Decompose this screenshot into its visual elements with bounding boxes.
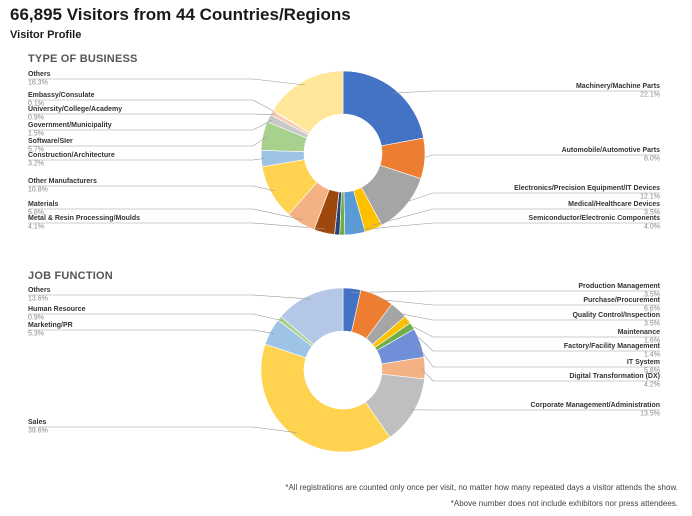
label-embassy-consulate: Embassy/Consulate xyxy=(28,92,95,99)
leader-digital-transformation-dx xyxy=(420,367,660,382)
label-human-resource: Human Resource xyxy=(28,306,86,313)
leader-others xyxy=(28,294,311,300)
label-others: Others xyxy=(28,71,51,78)
page-subtitle: Visitor Profile xyxy=(10,29,82,41)
value-digital-transformation-dx: 4.2% xyxy=(644,382,660,389)
label-factory-facility-management: Factory/Facility Management xyxy=(564,343,661,350)
slice-sales xyxy=(260,343,391,453)
leader-purchase-procurement xyxy=(375,298,660,306)
leader-automobile-automotive-parts xyxy=(420,154,660,159)
leader-metal-resin-processing-moulds xyxy=(28,222,326,230)
value-embassy-consulate: 0.1% xyxy=(28,101,44,108)
value-maintenance: 1.6% xyxy=(644,338,660,345)
value-semiconductor-electronic-components: 4.0% xyxy=(644,224,660,231)
value-production-management: 3.5% xyxy=(644,292,660,299)
value-human-resource: 0.9% xyxy=(28,315,44,322)
leader-university-college-academy xyxy=(28,113,276,116)
leader-others xyxy=(28,78,305,86)
label-it-system: IT System xyxy=(627,359,660,366)
leader-medical-healthcare-devices xyxy=(372,208,660,226)
value-other-manufacturers: 10.8% xyxy=(28,187,48,194)
label-construction-architecture: Construction/Architecture xyxy=(28,152,115,159)
leader-semiconductor-electronic-components xyxy=(354,222,660,231)
page-title: 66,895 Visitors from 44 Countries/Region… xyxy=(10,5,351,24)
slice-machinery-machine-parts xyxy=(342,70,424,147)
value-government-municipality: 1.5% xyxy=(28,131,44,138)
value-marketing-pr: 5.3% xyxy=(28,331,44,338)
label-university-college-academy: University/College/Academy xyxy=(28,106,122,113)
value-factory-facility-management: 1.4% xyxy=(644,352,660,359)
leader-electronics-precision-equipment-it-devices xyxy=(402,192,660,204)
leader-maintenance xyxy=(404,321,660,338)
label-digital-transformation-dx: Digital Transformation (DX) xyxy=(569,373,660,380)
value-quality-control-inspection: 3.5% xyxy=(644,321,660,328)
label-semiconductor-electronic-components: Semiconductor/Electronic Components xyxy=(529,215,661,222)
label-automobile-automotive-parts: Automobile/Automotive Parts xyxy=(562,147,661,154)
leader-marketing-pr xyxy=(28,329,275,334)
leader-other-manufacturers xyxy=(28,185,275,192)
slice-others xyxy=(280,287,344,345)
footnote-registrations: *All registrations are counted only once… xyxy=(285,483,678,492)
value-construction-architecture: 3.2% xyxy=(28,161,44,168)
value-medical-healthcare-devices: 3.5% xyxy=(644,210,660,217)
label-electronics-precision-equipment-it-devices: Electronics/Precision Equipment/IT Devic… xyxy=(514,185,660,192)
label-other-manufacturers: Other Manufacturers xyxy=(28,178,97,185)
leader-quality-control-inspection xyxy=(396,312,660,321)
leader-it-system xyxy=(416,343,660,368)
type-of-business-title: TYPE OF BUSINESS xyxy=(28,53,138,65)
label-others: Others xyxy=(28,287,51,294)
label-production-management: Production Management xyxy=(578,283,660,290)
value-others: 13.6% xyxy=(28,296,48,303)
leader-human-resource xyxy=(28,313,283,322)
value-corporate-management-administration: 13.5% xyxy=(640,411,660,418)
leader-construction-architecture xyxy=(28,157,266,161)
label-metal-resin-processing-moulds: Metal & Resin Processing/Moulds xyxy=(28,215,140,222)
leader-materials xyxy=(28,208,303,221)
label-machinery-machine-parts: Machinery/Machine Parts xyxy=(576,83,660,90)
label-quality-control-inspection: Quality Control/Inspection xyxy=(572,312,660,319)
value-software-sier: 5.7% xyxy=(28,147,44,154)
value-electronics-precision-equipment-it-devices: 12.1% xyxy=(640,194,660,201)
label-materials: Materials xyxy=(28,201,58,208)
footnote-exclusions: *Above number does not include exhibitor… xyxy=(450,499,678,508)
label-marketing-pr: Marketing/PR xyxy=(28,322,73,329)
value-metal-resin-processing-moulds: 4.1% xyxy=(28,224,44,231)
label-corporate-management-administration: Corporate Management/Administration xyxy=(530,402,660,409)
value-others: 16.3% xyxy=(28,80,48,87)
value-it-system: 5.8% xyxy=(644,368,660,375)
value-purchase-procurement: 6.6% xyxy=(644,306,660,313)
value-automobile-automotive-parts: 8.0% xyxy=(644,156,660,163)
leader-machinery-machine-parts xyxy=(392,90,660,94)
leader-embassy-consulate xyxy=(28,99,277,113)
label-maintenance: Maintenance xyxy=(618,329,661,336)
value-materials: 5.8% xyxy=(28,210,44,217)
value-sales: 39.6% xyxy=(28,428,48,435)
slice-others xyxy=(272,70,344,134)
leader-sales xyxy=(28,426,297,433)
label-medical-healthcare-devices: Medical/Healthcare Devices xyxy=(568,201,660,208)
leader-government-municipality xyxy=(28,119,273,131)
leader-production-management xyxy=(351,290,660,293)
value-machinery-machine-parts: 22.1% xyxy=(640,92,660,99)
leader-software-sier xyxy=(28,136,267,147)
label-purchase-procurement: Purchase/Procurement xyxy=(583,297,660,304)
job-function-title: JOB FUNCTION xyxy=(28,270,113,282)
label-sales: Sales xyxy=(28,419,46,426)
label-government-municipality: Government/Municipality xyxy=(28,122,112,129)
value-university-college-academy: 0.9% xyxy=(28,115,44,122)
label-software-sier: Software/SIer xyxy=(28,138,73,145)
